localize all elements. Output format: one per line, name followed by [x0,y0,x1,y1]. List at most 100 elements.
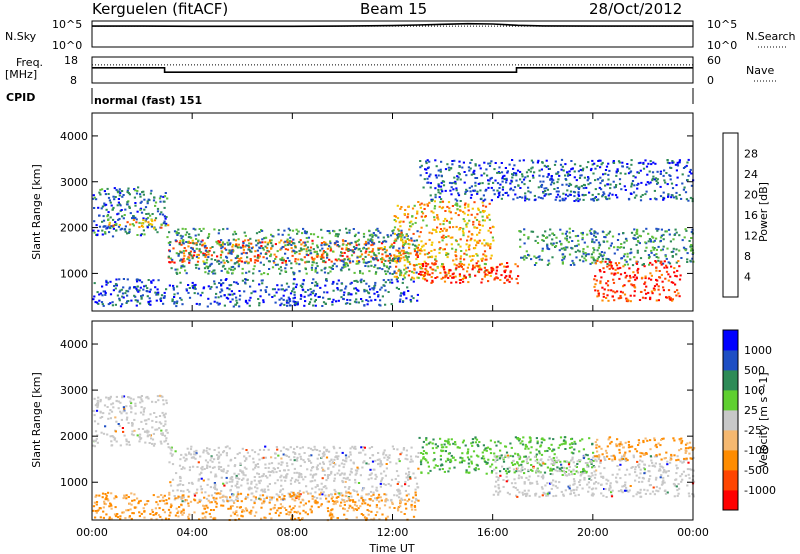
scatter-cell [574,250,577,253]
scatter-cell [466,239,469,242]
scatter-cell [299,473,303,475]
scatter-cell [276,509,279,512]
scatter-cell [690,172,693,175]
scatter-cell [355,247,358,249]
scatter-cell [387,259,390,262]
scatter-cell [549,193,552,195]
scatter-cell [342,260,345,263]
scatter-cell [203,242,206,245]
scatter-cell [168,497,171,500]
scatter-cell [310,461,313,464]
scatter-cell [452,259,455,262]
scatter-cell [490,186,493,189]
scatter-cell [648,255,651,258]
scatter-cell [561,259,564,262]
scatter-cell [601,260,604,263]
scatter-cell [403,268,406,271]
scatter-cell [340,492,343,495]
scatter-cell [227,464,230,467]
scatter-cell [683,236,686,239]
scatter-cell [478,239,481,242]
scatter-cell [541,247,544,250]
scatter-cell [661,248,664,251]
y-tick-label: 3000 [60,176,88,189]
scatter-cell [243,459,247,462]
scatter-cell [470,233,473,236]
scatter-cell [511,176,514,179]
scatter-cell [686,258,689,261]
scatter-cell [155,421,158,423]
scatter-cell [309,249,312,252]
scatter-cell [294,252,297,255]
scatter-cell [260,245,263,247]
scatter-cell [644,249,647,252]
scatter-cell [163,206,166,209]
scatter-cell [236,246,240,249]
scatter-cell [629,294,632,297]
scatter-cell [579,164,582,167]
scatter-cell [298,249,301,252]
scatter-cell [360,281,363,284]
scatter-cell [321,305,324,307]
scatter-cell [374,264,377,267]
scatter-cell [459,260,462,263]
scatter-cell [214,296,217,299]
scatter-cell [607,289,610,292]
scatter-cell [647,240,650,243]
scatter-cell [194,453,197,456]
scatter-cell [158,500,162,503]
scatter-cell [225,259,229,262]
scatter-cell [221,499,225,502]
scatter-cell [429,186,432,189]
scatter-cell [348,260,351,263]
scatter-cell [562,253,565,256]
scatter-cell [399,501,402,504]
scatter-cell [244,300,248,303]
scatter-cell [217,296,220,299]
scatter-cell [642,263,645,265]
scatter-cell [676,176,679,179]
scatter-cell [169,241,172,244]
scatter-cell [584,254,587,257]
scatter-cell [532,161,535,164]
scatter-cell [401,499,404,501]
scatter-cell [313,445,316,448]
scatter-cell [294,258,297,260]
scatter-cell [108,226,111,229]
scatter-cell [123,434,126,437]
scatter-cell [130,517,133,520]
scatter-cell [136,234,139,236]
scatter-cell [575,184,578,187]
scatter-cell [210,494,213,497]
scatter-cell [327,494,330,497]
scatter-cell [125,405,128,408]
scatter-cell [219,244,223,246]
scatter-cell [604,184,607,187]
scatter-cell [273,504,277,507]
scatter-cell [121,295,124,298]
scatter-cell [128,515,131,518]
scatter-cell [218,262,221,265]
scatter-cell [476,190,479,193]
scatter-cell [292,491,295,494]
scatter-cell [651,246,654,249]
scatter-cell [336,456,339,459]
scatter-cell [206,461,209,464]
scatter-cell [382,284,385,287]
scatter-cell [497,192,500,195]
scatter-cell [371,248,375,251]
scatter-cell [396,237,399,240]
scatter-cell [255,483,258,486]
scatter-cell [468,244,471,247]
scatter-cell [424,242,427,245]
scatter-cell [637,171,640,174]
scatter-cell [480,281,483,284]
scatter-cell [269,496,272,499]
scatter-cell [535,262,538,264]
scatter-cell [550,242,553,245]
scatter-cell [143,510,146,513]
scatter-cell [96,301,99,304]
scatter-cell [116,294,119,297]
scatter-cell [193,254,196,257]
scatter-cell [292,282,295,285]
